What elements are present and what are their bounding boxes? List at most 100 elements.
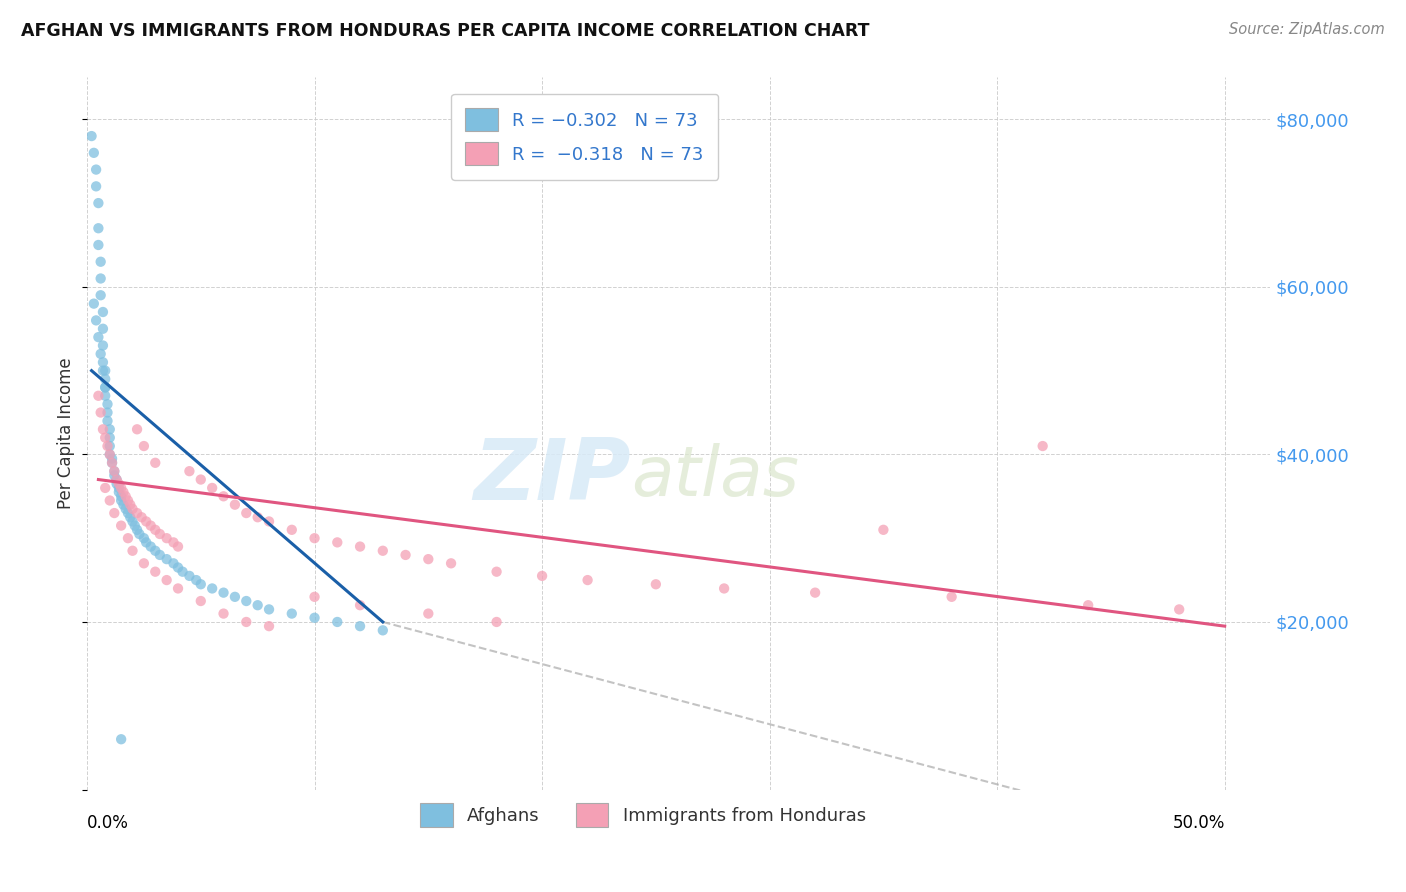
Point xyxy=(713,582,735,596)
Point xyxy=(125,506,148,520)
Point xyxy=(117,531,139,545)
Point xyxy=(156,552,179,566)
Y-axis label: Per Capita Income: Per Capita Income xyxy=(58,358,75,509)
Point xyxy=(418,552,440,566)
Point xyxy=(156,573,179,587)
Point xyxy=(149,548,172,562)
Point xyxy=(80,129,103,144)
Point xyxy=(224,498,246,512)
Point xyxy=(576,573,599,587)
Point xyxy=(485,565,508,579)
Point xyxy=(371,543,394,558)
Point xyxy=(105,473,128,487)
Point xyxy=(84,162,107,177)
Point xyxy=(108,485,131,500)
Point xyxy=(212,489,235,503)
Point xyxy=(872,523,894,537)
Point xyxy=(349,598,371,612)
Point xyxy=(96,397,118,411)
Point xyxy=(281,607,304,621)
Point xyxy=(121,501,143,516)
Point xyxy=(281,523,304,537)
Point xyxy=(101,456,124,470)
Point xyxy=(1032,439,1054,453)
Point xyxy=(156,531,179,545)
Point xyxy=(143,523,166,537)
Point xyxy=(257,619,280,633)
Point xyxy=(143,456,166,470)
Text: 50.0%: 50.0% xyxy=(1173,814,1225,832)
Point xyxy=(125,523,148,537)
Point xyxy=(124,518,146,533)
Point xyxy=(110,481,132,495)
Point xyxy=(246,598,269,612)
Point xyxy=(108,481,131,495)
Point xyxy=(235,615,257,629)
Point xyxy=(132,557,155,571)
Point xyxy=(101,451,124,466)
Point xyxy=(87,330,110,344)
Point xyxy=(235,594,257,608)
Point xyxy=(103,464,125,478)
Point xyxy=(90,405,112,419)
Point xyxy=(120,498,142,512)
Point xyxy=(87,196,110,211)
Point xyxy=(132,531,155,545)
Point xyxy=(112,498,135,512)
Point xyxy=(101,456,124,470)
Point xyxy=(304,531,326,545)
Point xyxy=(186,573,208,587)
Point xyxy=(98,439,121,453)
Point xyxy=(941,590,963,604)
Point xyxy=(179,464,201,478)
Point xyxy=(114,501,136,516)
Point xyxy=(167,540,190,554)
Point xyxy=(83,145,105,160)
Point xyxy=(246,510,269,524)
Point xyxy=(117,493,139,508)
Point xyxy=(143,565,166,579)
Point xyxy=(84,313,107,327)
Point xyxy=(90,271,112,285)
Point xyxy=(110,489,132,503)
Point xyxy=(94,389,117,403)
Point xyxy=(94,364,117,378)
Point xyxy=(135,535,157,549)
Text: atlas: atlas xyxy=(631,442,799,509)
Point xyxy=(149,527,172,541)
Point xyxy=(105,476,128,491)
Point xyxy=(804,585,827,599)
Point xyxy=(304,611,326,625)
Point xyxy=(132,439,155,453)
Point xyxy=(190,577,212,591)
Point xyxy=(114,489,136,503)
Point xyxy=(83,296,105,310)
Point xyxy=(94,372,117,386)
Text: 0.0%: 0.0% xyxy=(87,814,129,832)
Legend: Afghans, Immigrants from Honduras: Afghans, Immigrants from Honduras xyxy=(413,797,873,834)
Point xyxy=(96,439,118,453)
Point xyxy=(440,557,463,571)
Point xyxy=(94,380,117,394)
Point xyxy=(103,464,125,478)
Point xyxy=(190,594,212,608)
Point xyxy=(143,543,166,558)
Point xyxy=(190,473,212,487)
Text: ZIP: ZIP xyxy=(474,434,631,517)
Point xyxy=(90,254,112,268)
Point xyxy=(212,585,235,599)
Point xyxy=(121,515,143,529)
Point xyxy=(131,510,153,524)
Point xyxy=(485,615,508,629)
Point xyxy=(87,221,110,235)
Text: Source: ZipAtlas.com: Source: ZipAtlas.com xyxy=(1229,22,1385,37)
Point xyxy=(98,422,121,436)
Point xyxy=(1077,598,1099,612)
Point xyxy=(108,476,131,491)
Point xyxy=(96,414,118,428)
Point xyxy=(84,179,107,194)
Point xyxy=(87,389,110,403)
Point xyxy=(98,447,121,461)
Point xyxy=(257,515,280,529)
Point xyxy=(349,619,371,633)
